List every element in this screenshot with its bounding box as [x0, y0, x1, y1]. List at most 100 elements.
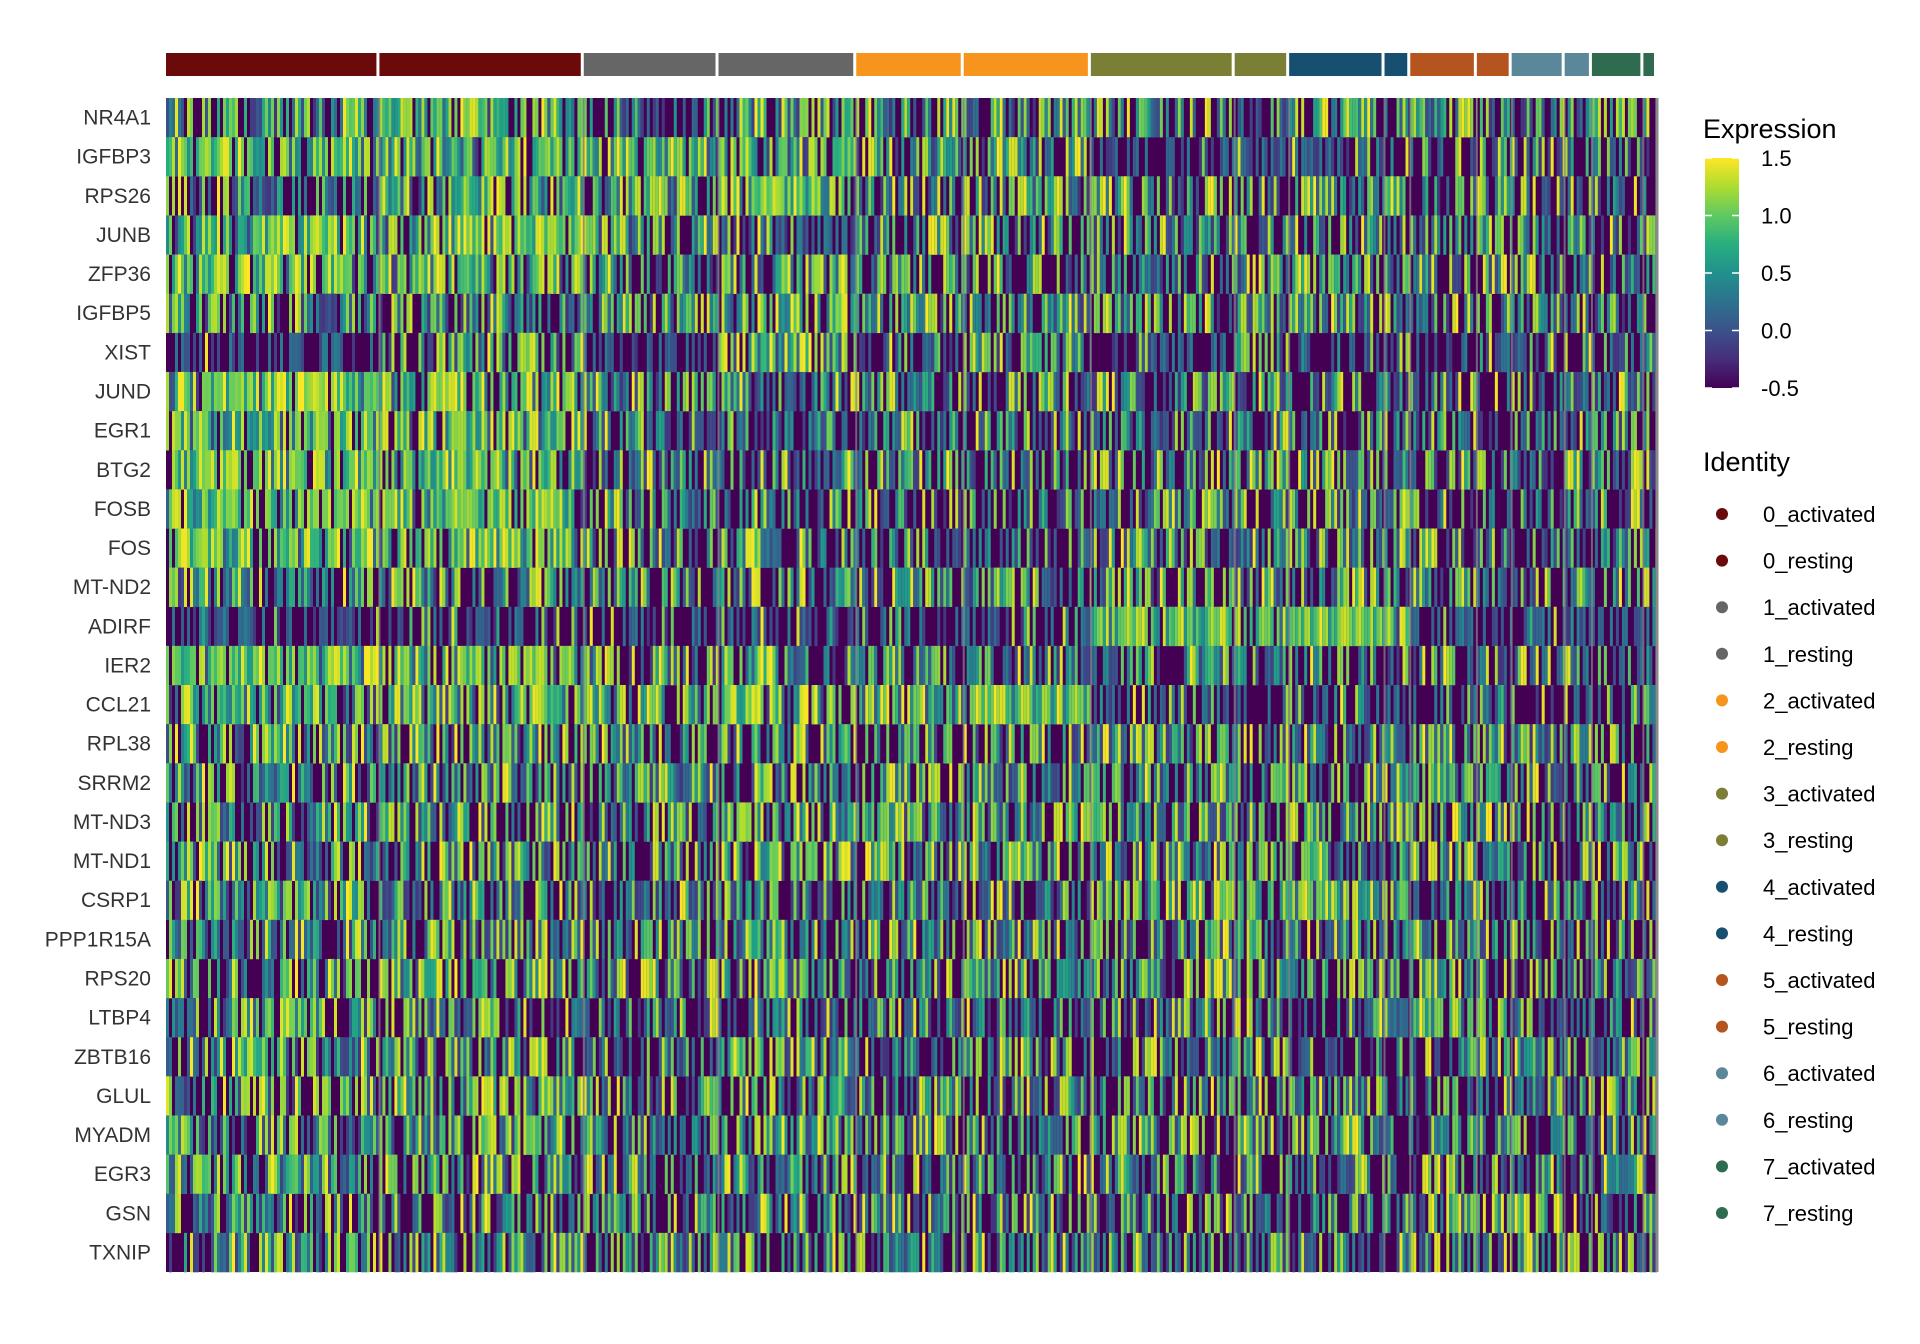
heatmap-row-EGR3: [166, 1154, 1647, 1195]
heatmap-row-EGR1: [166, 411, 1657, 451]
heatmap-row-GSN: [166, 1193, 1657, 1234]
heatmap-row-IER2: [166, 645, 1657, 686]
identity-legend-label: 1_resting: [1763, 642, 1854, 667]
identity-legend-dot: [1716, 880, 1728, 893]
gene-label: RPL38: [87, 733, 151, 756]
identity-legend-item: 3_activated: [1716, 782, 1876, 807]
identity-legend-dot: [1716, 1067, 1728, 1080]
identity-bar-5_resting: [1476, 53, 1509, 76]
gene-label: SRRM2: [77, 772, 151, 795]
gene-label: MYADM: [74, 1124, 151, 1147]
identity-legend-dot: [1716, 1020, 1728, 1033]
expression-tick-label: 0.5: [1761, 261, 1792, 286]
identity-legend-dot: [1716, 554, 1728, 567]
identity-bar-1_resting: [718, 53, 854, 76]
identity-legend-item: 2_resting: [1716, 735, 1854, 760]
identity-legend-dot: [1716, 927, 1728, 940]
identity-legend-item: 0_resting: [1716, 549, 1854, 574]
identity-legend-label: 4_activated: [1763, 875, 1876, 900]
identity-legend-item: 1_resting: [1716, 642, 1854, 667]
gene-label: IGFBP3: [76, 146, 151, 169]
identity-legend-item: 2_activated: [1716, 688, 1876, 713]
gene-label: MT-ND1: [73, 850, 151, 873]
heatmap-row-SRRM2: [166, 763, 1657, 803]
heatmap-row-MYADM: [166, 1115, 1657, 1155]
heatmap-row-FOSB: [166, 489, 1657, 529]
identity-legend-label: 6_resting: [1763, 1108, 1854, 1133]
identity-bar-7_activated: [1591, 53, 1641, 76]
gene-label: GLUL: [96, 1085, 151, 1108]
heatmap-row-MT-ND3: [166, 802, 1656, 842]
identity-bar-4_resting: [1384, 53, 1408, 76]
identity-bar-4_activated: [1289, 53, 1382, 76]
gene-label: PPP1R15A: [45, 928, 151, 951]
heatmap-row-GLUL: [166, 1076, 1656, 1116]
heatmap-row-MT-ND1: [166, 841, 1657, 881]
identity-legend-title: Identity: [1703, 447, 1791, 477]
heatmap-row-IGFBP5: [166, 293, 1657, 334]
heatmap-row-JUND: [166, 371, 1657, 412]
gene-labels: NR4A1 IGFBP3 RPS26 JUNB ZFP36 IGFBP5 XIST JUND E…: [45, 107, 152, 1265]
identity-legend-label: 3_resting: [1763, 828, 1854, 853]
group-dividers: [378, 98, 1659, 1272]
gene-label: RPS26: [84, 185, 151, 208]
identity-legend-item: 4_activated: [1716, 875, 1876, 900]
identity-bar-1_activated: [583, 53, 716, 76]
identity-legend-dot: [1716, 1113, 1728, 1126]
identity-legend-item: 7_activated: [1716, 1154, 1876, 1179]
identity-legend-label: 6_activated: [1763, 1061, 1876, 1086]
identity-legend-label: 2_activated: [1763, 688, 1876, 713]
identity-legend-dot: [1716, 787, 1728, 800]
identity-legend-item: 5_activated: [1716, 968, 1876, 993]
identity-legend-dot: [1716, 601, 1728, 614]
identity-legend-label: 0_resting: [1763, 549, 1854, 574]
identity-legend-label: 1_activated: [1763, 595, 1876, 620]
gene-label: RPS20: [84, 968, 151, 991]
gene-label: JUND: [95, 381, 151, 404]
expression-legend-title: Expression: [1703, 114, 1837, 144]
identity-legend-dot: [1716, 647, 1728, 660]
heatmap-row-IGFBP3: [166, 137, 1657, 177]
gene-label: TXNIP: [89, 1241, 151, 1264]
heatmap-row-JUNB: [166, 215, 1657, 255]
identity-bar-0_activated: [166, 53, 377, 76]
heatmap-row-XIST: [175, 332, 1656, 373]
identity-legend-label: 0_activated: [1763, 502, 1876, 527]
heatmap-row-LTBP4: [166, 998, 1656, 1038]
identity-legend-item: 6_resting: [1716, 1108, 1854, 1133]
identity-legend-label: 5_resting: [1763, 1015, 1854, 1040]
identity-legend-label: 7_resting: [1763, 1201, 1854, 1226]
gene-label: IGFBP5: [76, 302, 151, 325]
heatmap-row-NR4A1: [166, 98, 1657, 138]
identity-legend-dot: [1716, 974, 1728, 986]
heatmap-cells: [166, 98, 1657, 1273]
identity-legend-item: 5_resting: [1716, 1015, 1854, 1040]
identity-legend: Identity 0_activated 0_resting 1_activated…: [1703, 447, 1876, 1226]
heatmap-row-CSRP1: [166, 880, 1656, 921]
gene-label: BTG2: [96, 459, 151, 482]
identity-legend-item: 3_resting: [1716, 828, 1854, 853]
identity-legend-label: 2_resting: [1763, 735, 1854, 760]
expression-tick-label: -0.5: [1761, 376, 1799, 401]
identity-bar-3_resting: [1234, 53, 1287, 76]
gene-label: ZFP36: [88, 263, 151, 286]
gene-label: CSRP1: [81, 889, 151, 912]
identity-bar-6_resting: [1564, 53, 1589, 76]
heatmap-row-FOS: [169, 528, 1657, 568]
heatmap-row-ZBTB16: [166, 1037, 1656, 1077]
heatmap-row-MT-ND2: [169, 567, 1657, 608]
identity-color-bar: [166, 53, 1654, 76]
identity-legend-label: 3_activated: [1763, 782, 1876, 807]
identity-bar-2_resting: [963, 53, 1088, 76]
identity-bar-0_resting: [379, 53, 581, 76]
identity-legend-label: 4_resting: [1763, 921, 1854, 946]
identity-legend-dot: [1716, 1207, 1728, 1219]
identity-legend-item: 4_resting: [1716, 921, 1854, 946]
identity-legend-dot: [1716, 694, 1728, 707]
gene-label: LTBP4: [88, 1007, 151, 1030]
identity-bar-2_activated: [856, 53, 961, 76]
heatmap-row-ZFP36: [166, 254, 1656, 294]
identity-legend-item: 6_activated: [1716, 1061, 1876, 1086]
gene-label: ADIRF: [88, 615, 151, 638]
gene-label: MT-ND3: [73, 811, 151, 834]
